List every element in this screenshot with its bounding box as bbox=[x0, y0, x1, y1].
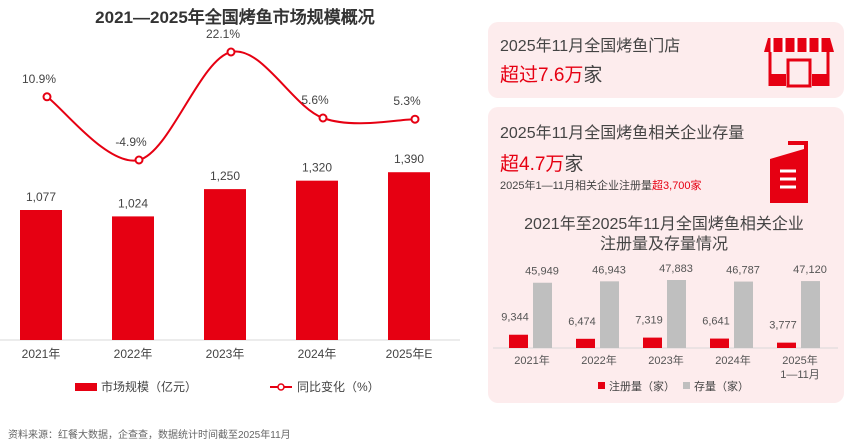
bar-label-registrations: 7,319 bbox=[635, 315, 663, 327]
legend-yoy-change: 同比变化（%） bbox=[270, 379, 380, 394]
x-tick-label: 2023年 bbox=[206, 347, 245, 361]
bar-stock bbox=[667, 280, 686, 348]
bar-label-registrations: 6,641 bbox=[702, 316, 730, 328]
yoy-point bbox=[42, 92, 52, 102]
right-chart-title-line2: 注册量及存量情况 bbox=[600, 235, 728, 253]
bar-label-registrations: 3,777 bbox=[769, 320, 797, 332]
yoy-label: 22.1% bbox=[206, 27, 240, 41]
bar-market-size bbox=[112, 216, 154, 340]
x-tick-label: 2021年 bbox=[514, 353, 549, 367]
yoy-point bbox=[134, 155, 144, 165]
companies-value: 超4.7万家 bbox=[500, 154, 584, 175]
x-tick-label: 2024年 bbox=[715, 353, 750, 367]
stores-card: 2025年11月全国烤鱼门店 超过7.6万家 bbox=[488, 22, 844, 98]
storefront-icon bbox=[764, 38, 834, 88]
x-tick-label: 2021年 bbox=[22, 347, 61, 361]
legend-stock: 存量（家） bbox=[683, 379, 749, 393]
bar-label-stock: 47,120 bbox=[793, 264, 827, 276]
bar-label-registrations: 6,474 bbox=[568, 316, 596, 328]
bar-label-stock: 45,949 bbox=[525, 266, 559, 278]
building-icon bbox=[770, 141, 808, 203]
svg-text:市场规模（亿元）: 市场规模（亿元） bbox=[101, 379, 197, 394]
registrations-note: 2025年1—11月相关企业注册量超3,700家 bbox=[500, 180, 702, 192]
bar-label: 1,320 bbox=[302, 161, 332, 175]
right-chart-title-line1: 2021年至2025年11月全国烤鱼相关企业 bbox=[524, 215, 804, 233]
bar-market-size bbox=[296, 180, 338, 340]
bar-registrations bbox=[643, 337, 662, 348]
x-tick-label: 2024年 bbox=[298, 347, 337, 361]
bar-stock bbox=[801, 281, 820, 348]
bar-registrations bbox=[576, 338, 595, 348]
enterprise-chart: 2021年至2025年11月全国烤鱼相关企业 注册量及存量情况 9,344 45,… bbox=[493, 215, 838, 393]
yoy-point bbox=[318, 113, 328, 123]
bar-label: 1,390 bbox=[394, 152, 424, 166]
x-tick-label: 2022年 bbox=[581, 353, 616, 367]
bar-label-stock: 46,943 bbox=[592, 264, 626, 276]
bar-market-size bbox=[204, 189, 246, 340]
left-chart-title: 2021—2025年全国烤鱼市场规模概况 bbox=[95, 7, 375, 27]
yoy-point bbox=[226, 47, 236, 57]
svg-text:同比变化（%）: 同比变化（%） bbox=[297, 379, 380, 394]
svg-text:存量（家）: 存量（家） bbox=[694, 379, 749, 393]
x-tick-label: 1—11月 bbox=[780, 369, 820, 381]
yoy-label: 10.9% bbox=[22, 72, 56, 86]
stores-value: 超过7.6万家 bbox=[500, 65, 603, 86]
yoy-label: 5.6% bbox=[301, 93, 329, 107]
bar-label-stock: 46,787 bbox=[726, 265, 760, 277]
market-size-chart: 2021—2025年全国烤鱼市场规模概况 1,077 2021年 1,024 2022… bbox=[0, 7, 460, 394]
companies-title: 2025年11月全国烤鱼相关企业存量 bbox=[500, 125, 745, 142]
x-tick-label: 2022年 bbox=[114, 347, 153, 361]
bar-stock bbox=[600, 281, 619, 348]
bar-label-registrations: 9,344 bbox=[501, 312, 529, 324]
yoy-label: 5.3% bbox=[393, 94, 421, 108]
legend-registrations: 注册量（家） bbox=[598, 379, 675, 393]
source-footer: 资料来源：红餐大数据，企查查，数据统计时间截至2025年11月 bbox=[8, 430, 291, 441]
yoy-label: -4.9% bbox=[115, 135, 147, 149]
bar-registrations bbox=[509, 334, 528, 348]
svg-text:注册量（家）: 注册量（家） bbox=[609, 379, 675, 393]
bar-stock bbox=[734, 281, 753, 348]
bar-label: 1,250 bbox=[210, 169, 240, 183]
bar-market-size bbox=[388, 172, 430, 340]
bar-label-stock: 47,883 bbox=[659, 263, 693, 275]
bar-stock bbox=[533, 282, 552, 348]
bar-registrations bbox=[710, 338, 729, 348]
bar-label: 1,077 bbox=[26, 190, 56, 204]
x-tick-label: 2023年 bbox=[648, 353, 683, 367]
bar-registrations bbox=[777, 342, 796, 348]
bar-market-size bbox=[20, 210, 62, 340]
x-tick-label: 2025年 bbox=[782, 353, 817, 367]
yoy-point bbox=[410, 114, 420, 124]
x-tick-label: 2025年E bbox=[386, 347, 433, 361]
stores-title: 2025年11月全国烤鱼门店 bbox=[500, 38, 681, 55]
bar-label: 1,024 bbox=[118, 196, 148, 210]
legend-market-size: 市场规模（亿元） bbox=[75, 379, 197, 394]
yoy-line bbox=[46, 50, 416, 162]
companies-card: 2025年11月全国烤鱼相关企业存量 超4.7万家 2025年1—11月相关企业… bbox=[488, 107, 844, 403]
